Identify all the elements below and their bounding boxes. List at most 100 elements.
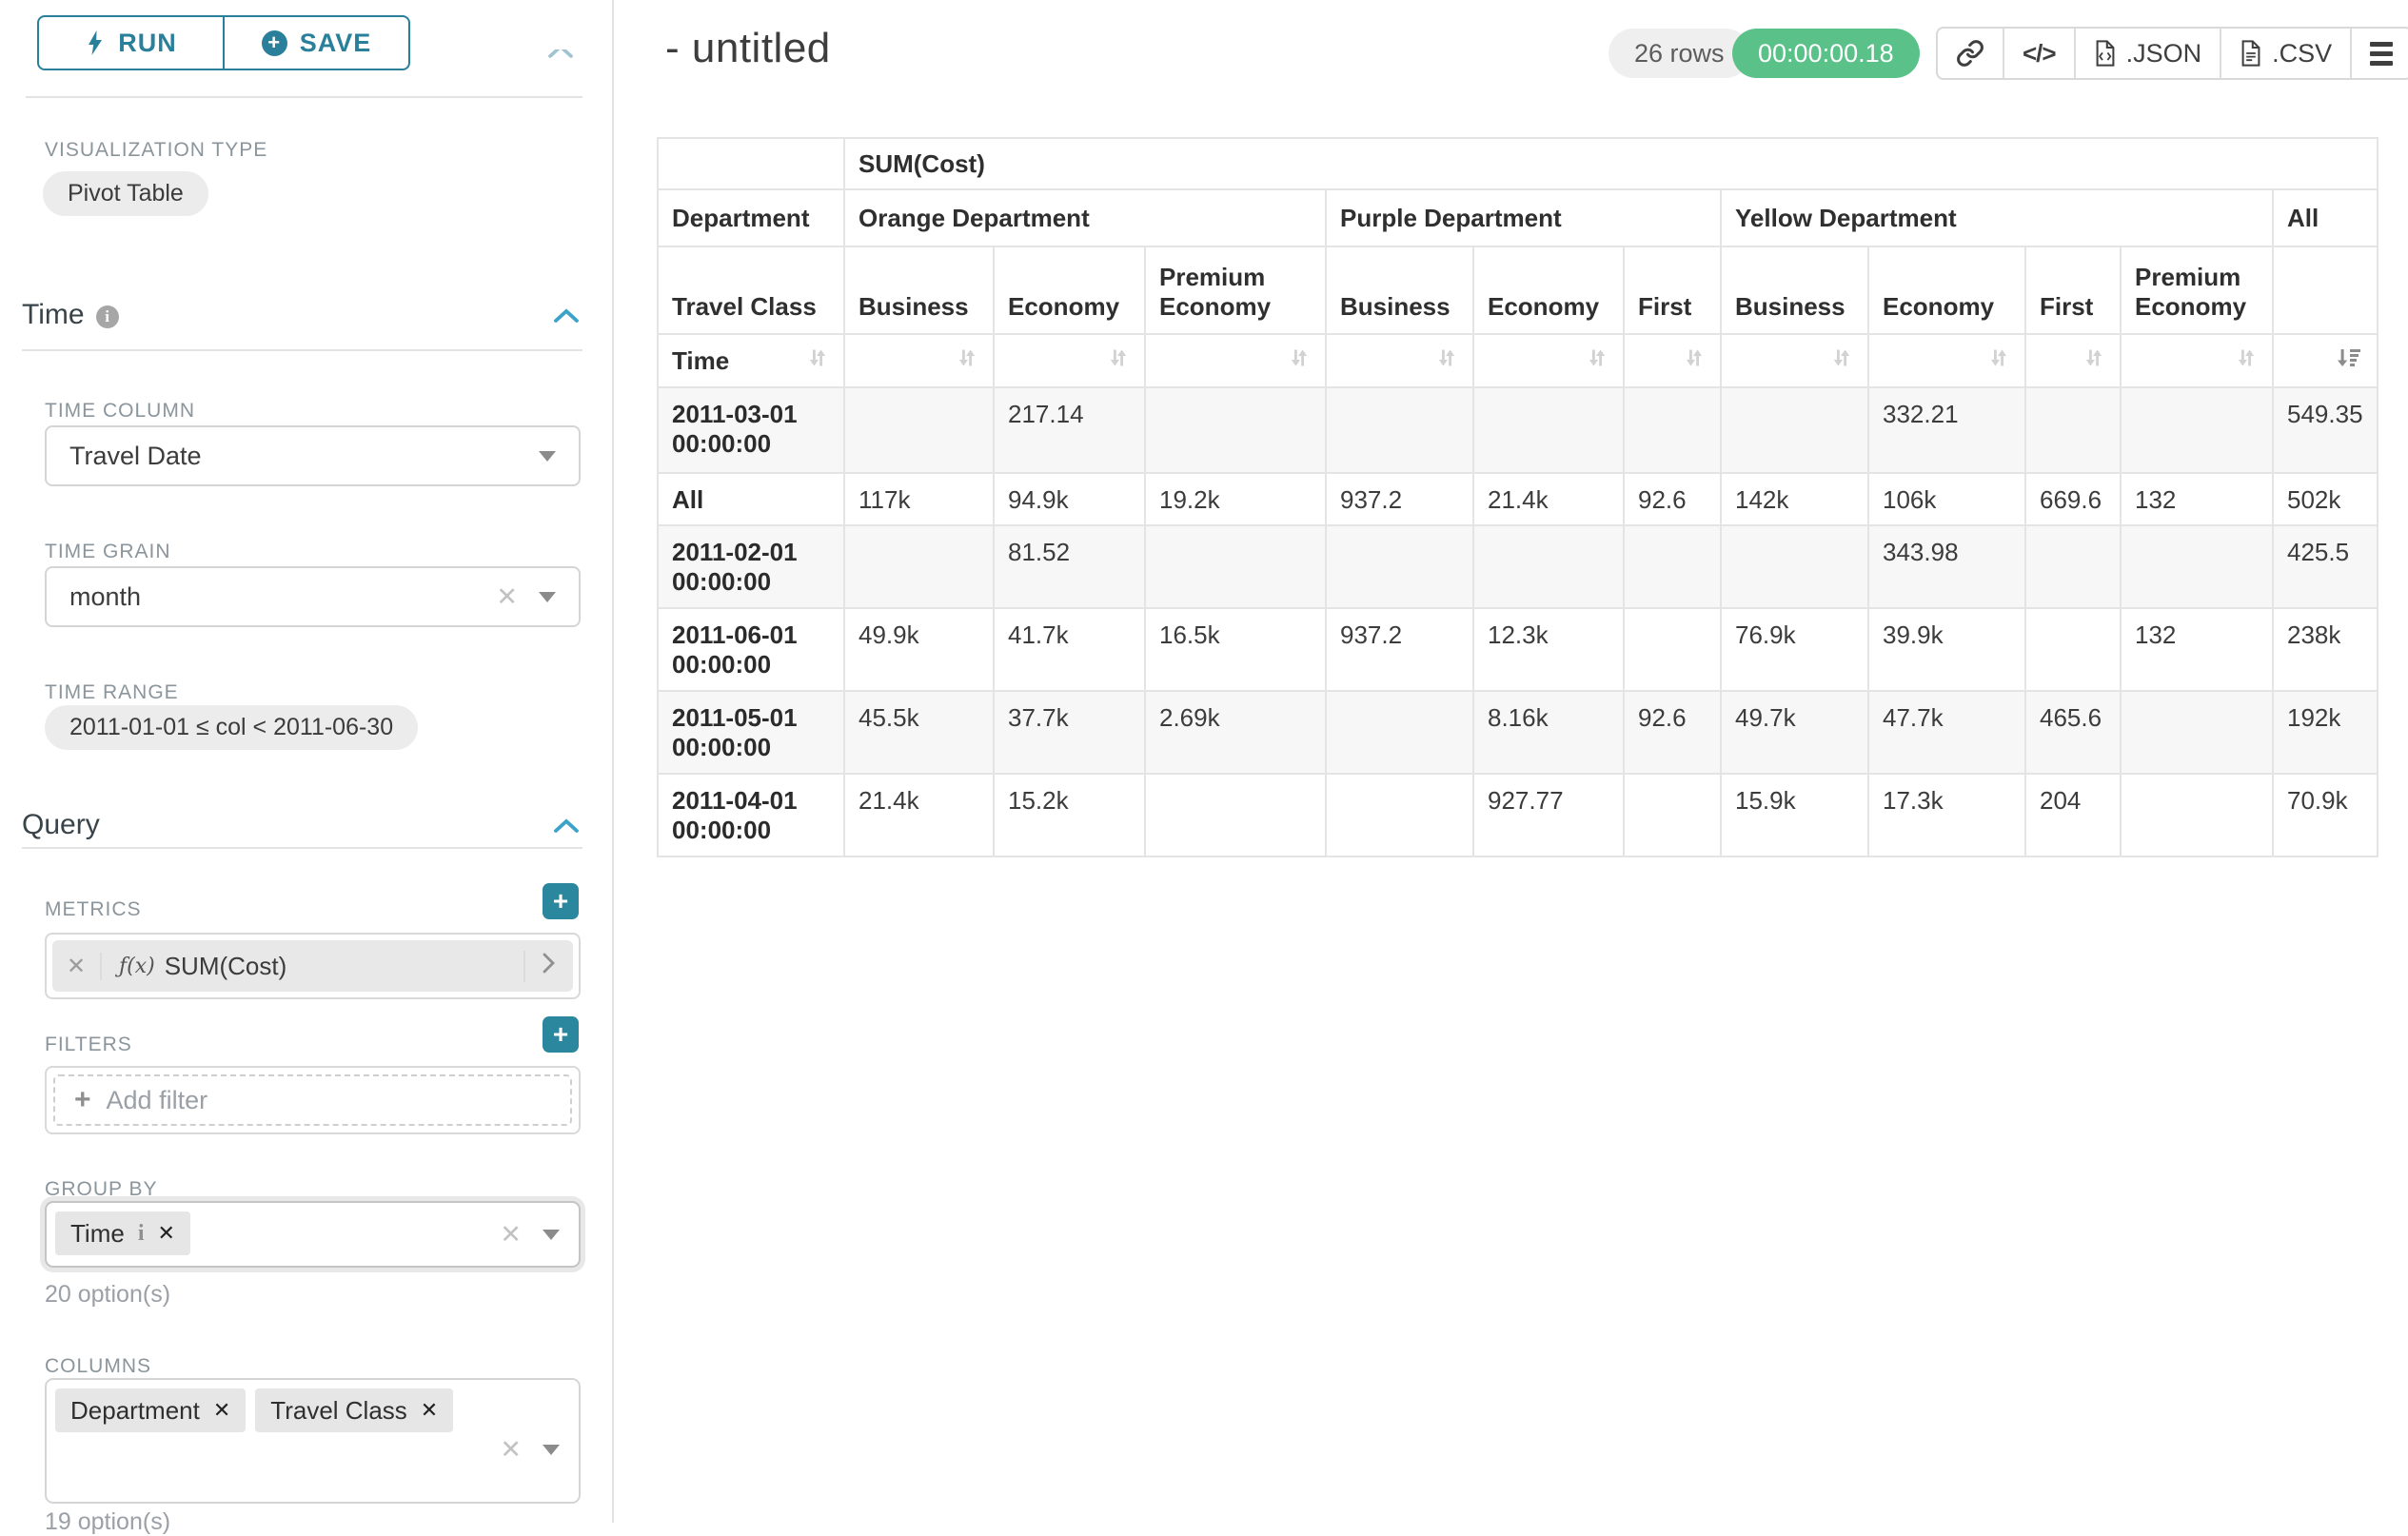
department-header-row: Department Orange Department Purple Depa… (657, 188, 2378, 247)
add-filter-button[interactable]: + Add filter (53, 1074, 572, 1126)
filters-control: + Add filter (45, 1066, 581, 1134)
tag-label: Time (70, 1218, 125, 1248)
run-button[interactable]: RUN (37, 15, 224, 70)
remove-metric-icon[interactable]: ✕ (52, 952, 102, 980)
caret-down-icon (543, 1230, 560, 1240)
group-header: All (2272, 188, 2378, 247)
class-header: Business (1720, 246, 1869, 335)
expand-metric-icon[interactable] (523, 950, 573, 982)
time-section-collapse-button[interactable] (552, 308, 581, 328)
metric-pill[interactable]: ✕ ƒ(x) SUM(Cost) (52, 940, 573, 992)
cell-value: 927.77 (1472, 773, 1625, 857)
remove-tag-icon[interactable]: ✕ (420, 1398, 439, 1422)
info-icon: i (137, 1220, 145, 1246)
divider (22, 349, 582, 351)
time-range-value[interactable]: 2011-01-01 ≤ col < 2011-06-30 (45, 705, 419, 750)
sort-icon (1434, 345, 1459, 377)
sort-icon (1682, 345, 1707, 377)
remove-tag-icon[interactable]: ✕ (212, 1398, 231, 1422)
row-label: 2011-02-01 00:00:00 (657, 524, 845, 609)
cell-value: 76.9k (1720, 607, 1869, 692)
caret-down-icon (539, 591, 556, 602)
time-column-select[interactable]: Travel Date (45, 425, 581, 486)
clear-icon[interactable]: ✕ (500, 1220, 522, 1249)
info-icon: i (95, 305, 119, 328)
cell-value (1623, 524, 1722, 609)
link-icon (1957, 40, 1984, 67)
cell-value: 17.3k (1867, 773, 2026, 857)
cell-value (2120, 386, 2274, 474)
pivot-table-body: 2011-03-01 00:00:00 217.14 332.21 549.35 All… (657, 386, 2378, 857)
tag-chip[interactable]: Department ✕ (55, 1388, 247, 1432)
cell-value: 465.6 (2024, 690, 2122, 775)
control-panel-sidebar: RUN + SAVE Chart Type VISUALIZATION TYPE… (0, 0, 614, 1535)
remove-tag-icon[interactable]: ✕ (157, 1221, 175, 1245)
cell-value: 92.6 (1623, 690, 1722, 775)
row-dimension-sort-header[interactable]: Time (657, 333, 845, 388)
column-sort-header[interactable] (1144, 333, 1327, 388)
embed-code-button[interactable]: </> (2003, 29, 2074, 78)
add-filter-plus-button[interactable]: + (543, 1016, 579, 1053)
cell-value: 81.52 (993, 524, 1146, 609)
add-filter-label: Add filter (106, 1085, 208, 1114)
cell-value: 45.5k (843, 690, 995, 775)
cell-value: 332.21 (1867, 386, 2026, 474)
class-header: Economy (993, 246, 1146, 335)
cell-value (1720, 524, 1869, 609)
divider (26, 96, 582, 98)
column-sort-header[interactable] (1623, 333, 1722, 388)
caret-down-icon (543, 1445, 560, 1455)
group-by-label: GROUP BY (45, 1178, 158, 1200)
sort-icon (955, 345, 979, 377)
menu-button[interactable] (2350, 29, 2408, 78)
cell-value (1144, 773, 1327, 857)
time-grain-label: TIME GRAIN (45, 541, 171, 562)
file-text-icon (2241, 40, 2260, 67)
column-sort-header[interactable] (1472, 333, 1625, 388)
column-sort-header[interactable] (1867, 333, 2026, 388)
cell-value: 19.2k (1144, 472, 1327, 526)
share-link-button[interactable] (1938, 29, 2003, 78)
clear-icon[interactable]: ✕ (496, 581, 518, 611)
query-section-title: Query (22, 809, 100, 840)
class-header: Business (843, 246, 995, 335)
column-sort-header[interactable] (1720, 333, 1869, 388)
cell-value (1623, 386, 1722, 474)
plus-circle-icon: + (261, 30, 287, 56)
pivot-table: SUM(Cost) Department Orange Department P… (657, 137, 2378, 857)
column-sort-header[interactable] (1325, 333, 1474, 388)
column-sort-header[interactable] (2120, 333, 2274, 388)
column-sort-header[interactable] (993, 333, 1146, 388)
tag-label: Department (70, 1395, 200, 1425)
lightning-bolt-icon (89, 30, 103, 55)
cell-value: 425.5 (2272, 524, 2378, 609)
tag-chip[interactable]: Travel Class ✕ (255, 1388, 454, 1432)
time-column-value: Travel Date (69, 441, 202, 470)
chevron-up-icon (546, 49, 575, 64)
export-csv-button[interactable]: .CSV (2220, 29, 2350, 78)
tag-chip[interactable]: Time i ✕ (55, 1211, 190, 1255)
time-grain-select[interactable]: month ✕ (45, 566, 581, 627)
clear-icon[interactable]: ✕ (500, 1435, 522, 1464)
cell-value (2024, 386, 2122, 474)
column-sort-header[interactable] (2272, 333, 2378, 388)
column-sort-header[interactable] (843, 333, 995, 388)
export-json-button[interactable]: .JSON (2073, 29, 2220, 78)
row-count-badge: 26 rows (1609, 29, 1750, 78)
table-row: All 117k 94.9k 19.2k 937.2 21.4k 92.6 142k 106k 6… (657, 472, 2378, 526)
visualization-type-label: VISUALIZATION TYPE (45, 139, 268, 161)
chart-title[interactable]: - untitled (665, 25, 831, 71)
column-sort-header[interactable] (2024, 333, 2122, 388)
time-range-label: TIME RANGE (45, 681, 179, 703)
cell-value (1144, 524, 1327, 609)
column-dimension-label: Department (657, 188, 845, 247)
visualization-type-value[interactable]: Pivot Table (43, 171, 208, 216)
query-section-collapse-button[interactable] (552, 818, 581, 838)
group-by-select[interactable]: Time i ✕ ✕ (45, 1201, 581, 1268)
columns-select[interactable]: Department ✕ Travel Class ✕ ✕ (45, 1378, 581, 1504)
add-metric-button[interactable]: + (543, 883, 579, 919)
cell-value (2024, 524, 2122, 609)
cell-value (1325, 524, 1474, 609)
sort-icon (2082, 345, 2106, 377)
save-button[interactable]: + SAVE (224, 15, 410, 70)
